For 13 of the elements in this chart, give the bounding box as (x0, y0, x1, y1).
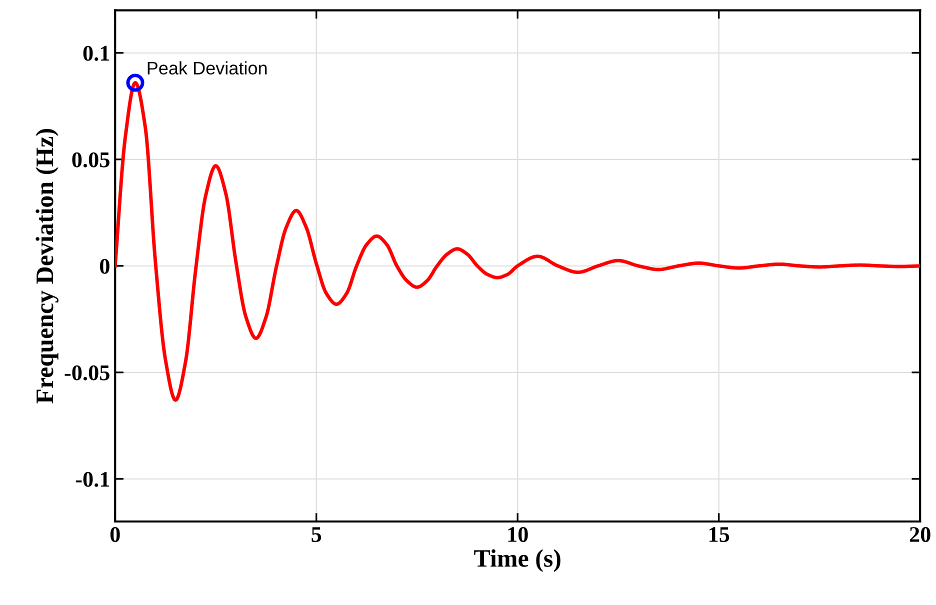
x-tick-label: 0 (110, 527, 120, 542)
y-tick-label: -0.05 (64, 365, 110, 380)
x-tick-label: 5 (312, 527, 322, 542)
y-tick-label: 0.1 (83, 46, 110, 61)
y-tick-label: 0 (100, 258, 110, 274)
annotation: Peak Deviation (148, 61, 267, 75)
x-axis-title: Time (s) (474, 549, 560, 572)
x-tick-label: 10 (508, 527, 528, 542)
y-axis-title: Frequency Deviation (Hz) (36, 129, 58, 404)
y-tick-label: -0.1 (76, 472, 110, 487)
x-tick-label: 20 (910, 527, 930, 542)
x-tick-label: 15 (710, 527, 730, 542)
y-tick-label: 0.05 (72, 152, 110, 168)
